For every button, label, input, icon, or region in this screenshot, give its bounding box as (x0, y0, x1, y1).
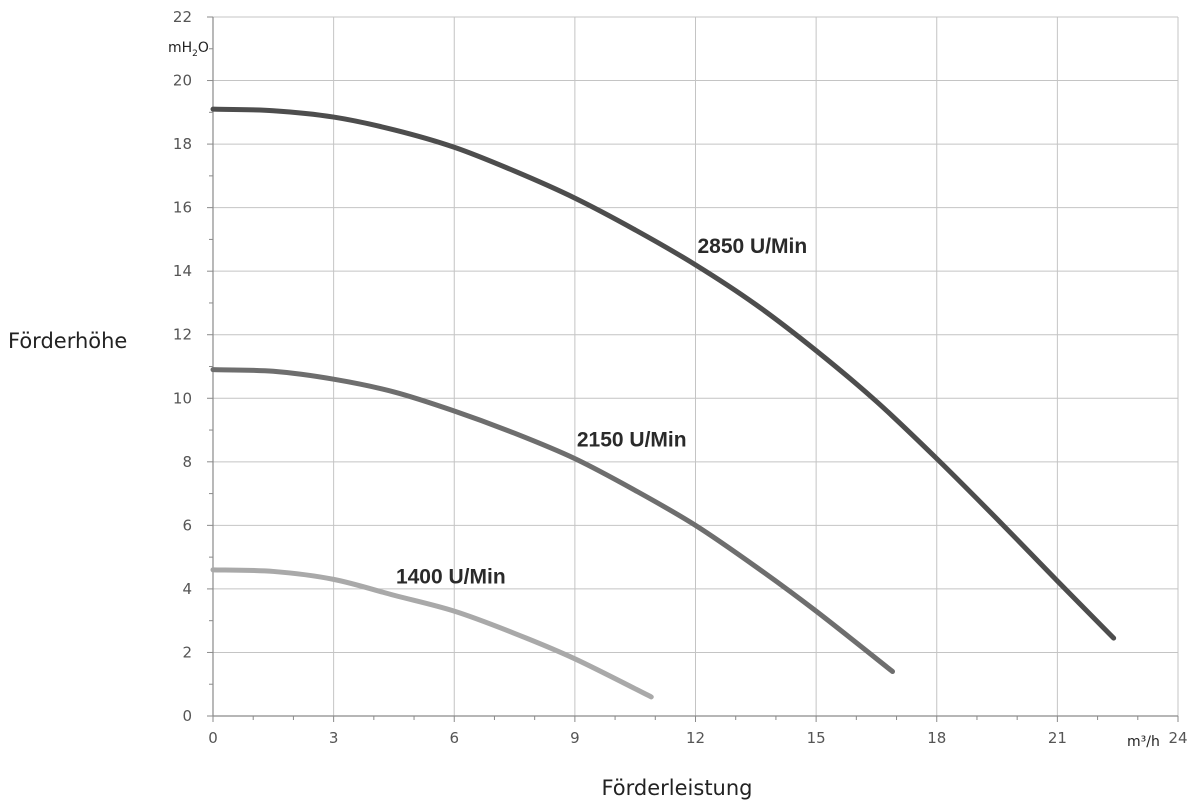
y-tick-label: 16 (173, 199, 192, 217)
x-tick-label: 24 (1168, 729, 1187, 747)
y-tick-label: 14 (173, 262, 192, 280)
x-tick-label: 18 (927, 729, 946, 747)
y-axis-unit: mH2O (168, 40, 209, 59)
series-lines (210, 106, 1117, 700)
y-unit-base: mH (168, 40, 192, 56)
y-tick-label: 22 (173, 8, 192, 26)
series-label-2850: 2850 U/Min (698, 235, 808, 258)
x-axis-unit: m³/h (1127, 734, 1160, 750)
y-tick-label: 6 (182, 516, 192, 534)
x-axis-title: Förderleistung (601, 776, 752, 800)
x-tick-label: 9 (570, 729, 580, 747)
x-tick-label: 21 (1048, 729, 1067, 747)
x-tick-label: 12 (686, 729, 705, 747)
x-tick-label: 3 (329, 729, 339, 747)
series-label-2150: 2150 U/Min (577, 429, 687, 452)
x-tick-label: 0 (208, 729, 218, 747)
y-tick-label: 10 (173, 389, 192, 407)
y-tick-label: 12 (173, 326, 192, 344)
y-tick-label: 2 (182, 643, 192, 661)
series-line-1400 (210, 567, 654, 700)
series-line-2850 (210, 106, 1117, 641)
grid (213, 16, 1179, 716)
series-label-1400: 1400 U/Min (396, 565, 506, 588)
axes (207, 16, 1179, 722)
y-tick-label: 8 (182, 453, 192, 471)
y-tick-label: 20 (173, 72, 192, 90)
y-tick-label: 18 (173, 135, 192, 153)
y-tick-label: 0 (182, 707, 192, 725)
x-tick-label: 6 (449, 729, 459, 747)
y-unit-sub: 2 (192, 49, 198, 59)
series-labels: 2850 U/Min 2150 U/Min 1400 U/Min (396, 235, 807, 588)
y-axis-title: Förderhöhe (8, 329, 127, 353)
y-tick-label: 4 (182, 580, 192, 598)
series-line-2150 (210, 367, 896, 675)
y-unit-tail: O (198, 40, 209, 56)
x-tick-label: 15 (807, 729, 826, 747)
